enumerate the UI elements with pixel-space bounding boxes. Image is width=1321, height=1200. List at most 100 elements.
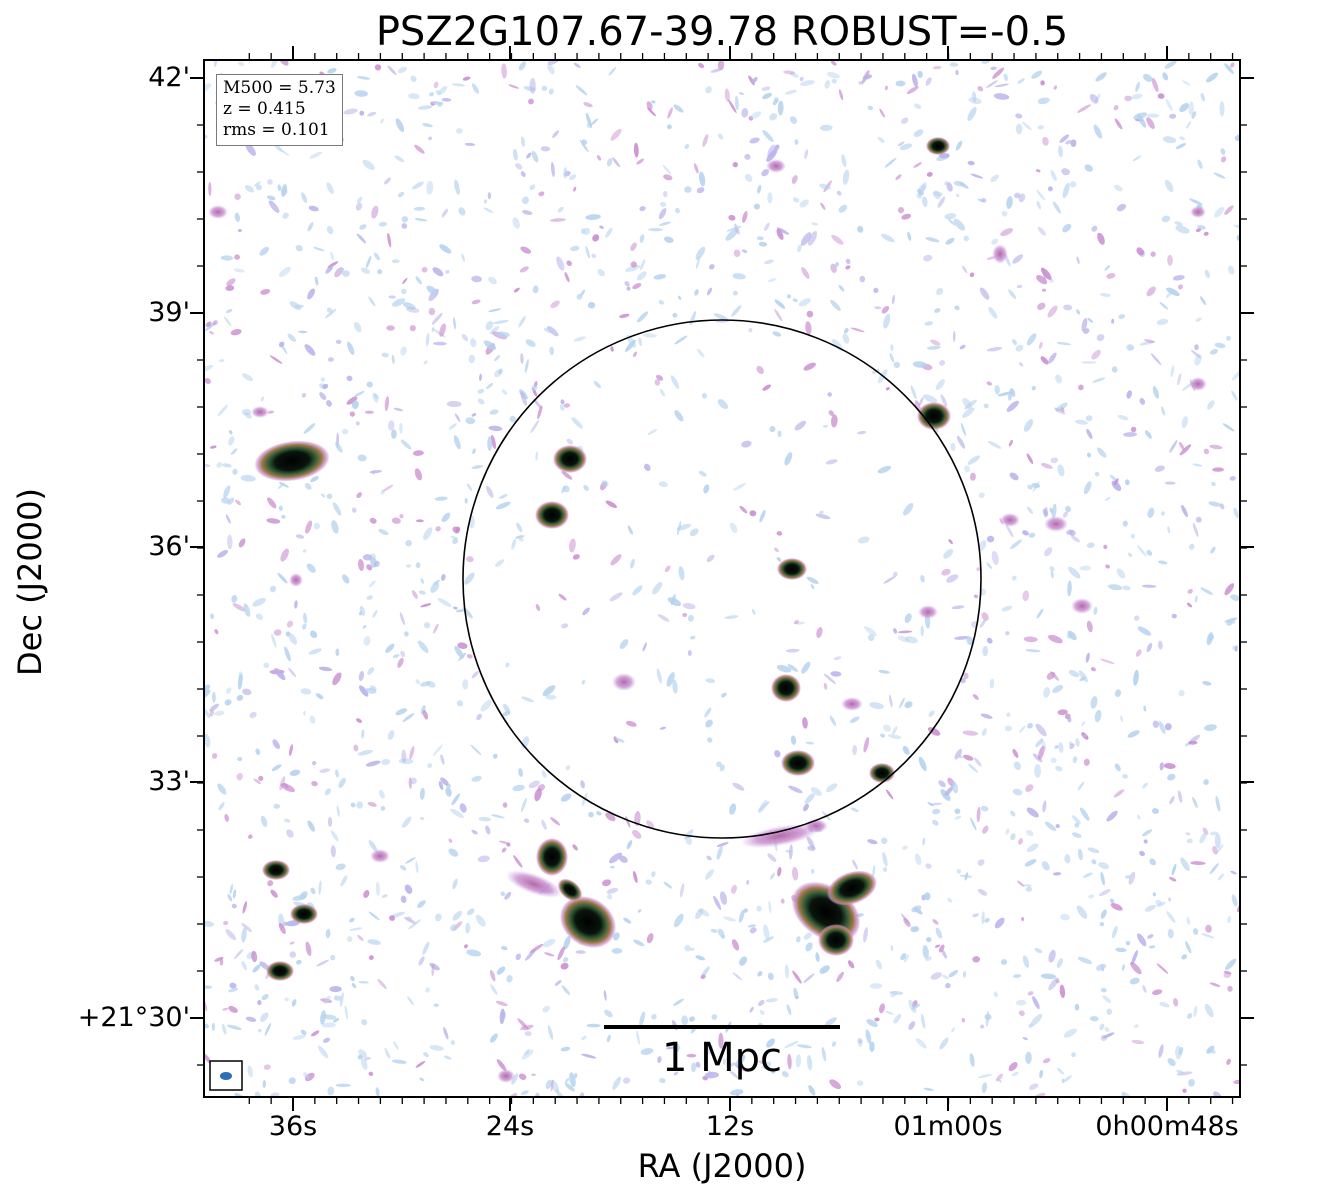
noise-speckle [684,944,691,952]
noise-speckle [1001,605,1013,612]
noise-speckle [1222,423,1235,432]
noise-speckle [1123,432,1138,437]
noise-speckle [223,316,232,326]
noise-speckle [515,535,525,539]
noise-speckle [793,987,799,1000]
noise-speckle [1022,590,1030,602]
noise-speckle [1036,274,1048,285]
faint-source [289,573,303,587]
noise-speckle [501,946,508,951]
noise-speckle [850,327,865,333]
noise-speckle [325,308,337,319]
noise-speckle [1190,861,1206,866]
noise-speckle [326,182,334,194]
noise-speckle [1194,595,1198,603]
noise-speckle [229,883,234,895]
noise-speckle [349,917,355,923]
noise-speckle [599,225,604,229]
noise-speckle [1070,139,1077,147]
noise-speckle [883,313,891,329]
noise-speckle [867,105,874,111]
noise-speckle [450,808,464,819]
noise-speckle [455,526,461,533]
noise-speckle [269,355,283,364]
noise-speckle [282,212,289,219]
noise-speckle [1008,289,1017,300]
noise-speckle [232,889,237,899]
noise-speckle [926,345,941,350]
noise-speckle [764,222,770,231]
noise-speckle [1008,439,1013,447]
noise-speckle [401,216,409,223]
noise-speckle [1167,928,1174,939]
noise-speckle [963,235,970,242]
noise-speckle [1152,989,1163,995]
noise-speckle [593,380,601,389]
noise-speckle [244,185,255,193]
noise-speckle [452,910,463,921]
noise-speckle [502,802,508,808]
noise-speckle [1099,293,1111,297]
noise-speckle [895,80,906,87]
noise-speckle [731,884,737,894]
noise-speckle [963,754,974,761]
noise-speckle [506,975,513,983]
noise-speckle [1165,481,1176,485]
noise-speckle [762,384,772,391]
noise-speckle [437,598,452,607]
noise-speckle [439,323,446,337]
noise-speckle [770,1068,776,1074]
noise-speckle [1056,342,1071,346]
noise-speckle [1188,740,1198,745]
noise-speckle [925,863,932,869]
noise-speckle [1158,721,1166,735]
noise-speckle [979,540,987,551]
noise-speckle [1113,184,1123,192]
noise-speckle [605,500,618,508]
noise-speckle [1124,479,1130,486]
radio-source [557,878,583,902]
noise-speckle [541,819,547,830]
noise-speckle [511,538,517,550]
noise-speckle [204,463,211,468]
noise-speckle [377,269,383,275]
noise-speckle [1177,284,1183,290]
noise-speckle [412,450,424,456]
noise-speckle [347,341,355,356]
noise-speckle [703,484,710,494]
noise-speckle [1231,894,1238,907]
noise-speckle [682,602,696,610]
noise-speckle [535,451,539,461]
noise-speckle [362,159,375,170]
noise-speckle [830,60,837,66]
noise-speckle [542,1005,550,1013]
noise-speckle [762,92,773,100]
noise-speckle [521,1049,534,1060]
y-tick-label: +21°30' [77,1002,190,1033]
noise-speckle [1022,530,1029,536]
noise-speckle [267,410,274,414]
noise-speckle [811,222,819,226]
noise-speckle [805,321,812,335]
noise-speckle [1053,407,1066,415]
noise-speckle [355,202,363,211]
noise-speckle [951,605,965,610]
noise-speckle [1077,104,1091,113]
noise-speckle [667,107,673,119]
noise-speckle [1203,779,1209,786]
noise-speckle [804,793,815,804]
noise-speckle [1226,1058,1231,1065]
noise-speckle [924,892,931,901]
noise-speckle [261,994,269,1001]
noise-speckle [1074,822,1080,828]
noise-speckle [335,648,340,657]
noise-speckle [466,483,473,491]
noise-speckle [485,825,491,835]
noise-speckle [1187,1013,1193,1019]
noise-speckle [1114,763,1121,772]
noise-speckle [1202,681,1212,686]
noise-speckle [237,756,243,762]
noise-speckle [1158,640,1163,650]
noise-speckle [1217,873,1224,881]
noise-speckle [1011,1071,1019,1077]
